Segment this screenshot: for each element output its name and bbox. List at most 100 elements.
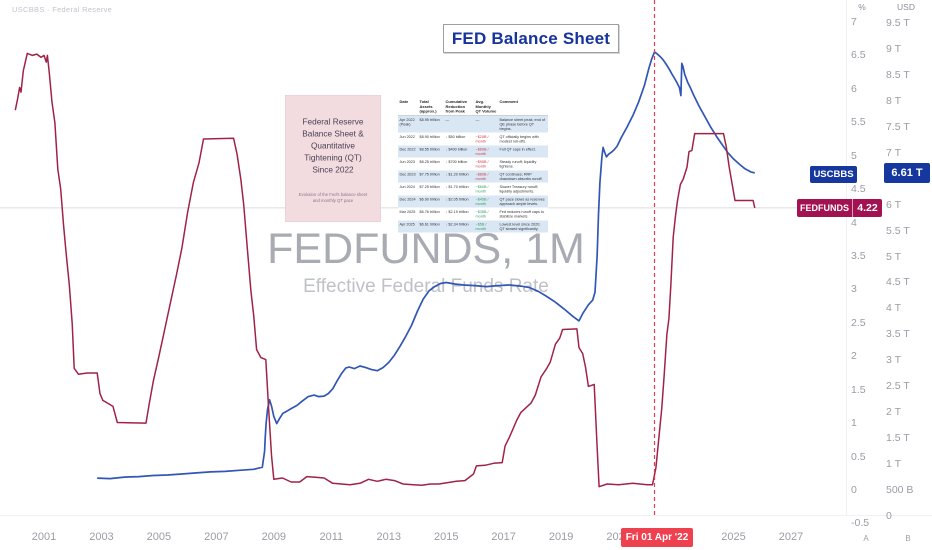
- usd-tick-label: 7 T: [886, 146, 901, 159]
- year-tick-label: 2007: [204, 531, 229, 543]
- fedfunds-series-label-text: FEDFUNDS: [797, 199, 853, 217]
- chart-watermark: FEDFUNDS, 1M Effective Federal Funds Rat…: [226, 225, 626, 298]
- table-row: Mar 2025 $6.76 trillion ↓ $2.19 trillion ~$…: [398, 207, 548, 221]
- year-tick-label: 2011: [319, 531, 344, 543]
- fedfunds-line-series: [14, 52, 756, 488]
- table-cell-volume: —: [474, 115, 498, 133]
- qt-annotation-card[interactable]: Federal Reserve Balance Sheet & Quantita…: [285, 95, 381, 223]
- table-row: Dec 2024 $6.90 trillion ↓ $2.05 trillion ~$…: [398, 195, 548, 208]
- usd-tick-label: 1 T: [886, 458, 901, 471]
- table-header-cell: Comment: [498, 98, 548, 116]
- table-cell-comment: Lowest level since 2020; QT slowed signi…: [498, 220, 548, 233]
- pct-tick-label: -0.5: [851, 517, 870, 530]
- watermark-description: Effective Federal Funds Rate: [303, 276, 549, 298]
- usd-tick-label: 2 T: [886, 406, 901, 419]
- table-cell-comment: QT officially begins with modest roll-of…: [498, 132, 548, 146]
- table-cell-reduction: ↓ $1.70 trillion: [444, 182, 474, 196]
- table-row: Apr 2025 $6.61 trillion ↓ $2.34 trillion ~$…: [398, 220, 548, 233]
- pct-tick-label: 7: [851, 15, 857, 28]
- table-cell-assets: $8.55 trillion: [418, 145, 444, 158]
- table-cell-volume: ~$20B / month: [474, 132, 498, 146]
- table-cell-comment: Fed reduces runoff caps to stabilize mar…: [498, 207, 548, 221]
- table-cell-volume: ~$60B / month: [474, 145, 498, 158]
- table-cell-date: Apr 2022 (Peak): [398, 115, 418, 133]
- usd-tick-label: 5.5 T: [886, 224, 910, 237]
- uscbbs-line-series: [97, 51, 756, 480]
- pct-tick-label: 0: [851, 484, 857, 496]
- table-row: Jun 2022 $8.90 trillion ↓ $50 billion ~$20B…: [398, 132, 548, 146]
- table-cell-comment: QT pace slows as reserves approach ample…: [498, 195, 548, 208]
- table-cell-reduction: ↓ $50 billion: [444, 132, 474, 146]
- table-header-cell: Cumulative Reduction from Peak: [444, 98, 474, 116]
- down-arrow-icon: ↓: [445, 146, 449, 152]
- usd-tick-label: 0: [886, 510, 892, 522]
- pct-tick-label: 2.5: [851, 316, 866, 329]
- table-cell-comment: Steady runoff; liquidity tightens.: [498, 157, 548, 171]
- usd-tick-label: 3 T: [886, 354, 901, 367]
- table-cell-reduction: ↓ $700 billion: [444, 157, 474, 171]
- right-scale-unit[interactable]: USD: [897, 2, 915, 12]
- table-cell-assets: $8.95 trillion: [418, 115, 444, 133]
- year-tick-label: 2025: [721, 531, 746, 543]
- qt-data-table[interactable]: Date Total Assets (approx.) Cumulative Red…: [398, 98, 549, 233]
- chart-title-text: FED Balance Sheet: [451, 28, 611, 48]
- pct-tick-label: 2: [851, 350, 857, 363]
- table-cell-comment: Full QT caps in effect.: [498, 145, 548, 158]
- table-cell-date: Dec 2022: [398, 145, 418, 158]
- uscbbs-last-price-text: 6.61 T: [891, 167, 923, 179]
- pct-tick-label: 6: [851, 82, 857, 95]
- uscbbs-last-price-badge: 6.61 T: [884, 163, 930, 183]
- table-cell-volume: ~$5B / month: [474, 220, 498, 233]
- down-arrow-icon: ↓: [445, 184, 449, 189]
- table-cell-comment: QT continues; RRP drawdown absorbs runof…: [498, 170, 548, 183]
- table-cell-date: Jun 2023: [398, 157, 418, 171]
- usd-tick-label: 8.5 T: [886, 68, 910, 81]
- fedfunds-last-price-text: 4.22: [857, 202, 878, 214]
- event-date-badge: Fri 01 Apr '22: [621, 528, 693, 547]
- table-cell-date: Dec 2024: [398, 195, 418, 208]
- fedfunds-last-price-badge: FEDFUNDS 4.22: [797, 199, 882, 217]
- watermark-symbol: FEDFUNDS, 1M: [267, 225, 585, 273]
- year-tick-label: 2001: [31, 531, 57, 543]
- table-cell-assets: $6.90 trillion: [418, 195, 444, 208]
- down-arrow-icon: ↓: [445, 221, 449, 227]
- table-cell-date: Jun 2022: [398, 132, 418, 146]
- table-cell-reduction: ↓ $2.34 trillion: [444, 220, 474, 233]
- table-cell-volume: ~$45B / month: [474, 195, 498, 208]
- table-cell-date: Dec 2023: [398, 170, 418, 183]
- usd-tick-label: 8 T: [886, 94, 901, 107]
- pct-tick-label: 6.5: [851, 49, 866, 62]
- year-tick-label: 2003: [89, 531, 114, 543]
- pct-tick-label: 5: [851, 149, 857, 162]
- left-scale-unit[interactable]: %: [858, 2, 866, 12]
- scale-toggle-b-button[interactable]: B: [905, 534, 911, 543]
- pct-tick-label: 3.5: [851, 249, 866, 262]
- table-cell-volume: ~$60B / month: [474, 182, 498, 196]
- scale-toggle-a-button[interactable]: A: [863, 534, 869, 543]
- year-tick-label: 2015: [433, 531, 459, 543]
- time-axis-separator: [0, 515, 932, 516]
- table-row: Jun 2024 $7.25 trillion ↓ $1.70 trillion ~$…: [398, 182, 548, 196]
- year-tick-label: 2013: [376, 531, 401, 543]
- pct-tick-label: 1: [851, 417, 857, 430]
- table-cell-reduction: ↓ $2.05 trillion: [444, 195, 474, 208]
- event-date-text: Fri 01 Apr '22: [625, 532, 689, 543]
- down-arrow-icon: ↓: [445, 171, 449, 177]
- table-header-cell: Total Assets (approx.): [418, 98, 444, 116]
- table-cell-assets: $8.90 trillion: [418, 132, 444, 146]
- usd-tick-label: 1.5 T: [886, 432, 910, 445]
- chart-title-annotation[interactable]: FED Balance Sheet: [443, 24, 619, 53]
- table-cell-assets: $7.75 trillion: [418, 170, 444, 183]
- pct-tick-label: 3: [851, 283, 857, 296]
- usd-tick-label: 9 T: [886, 42, 901, 55]
- qt-card-caption: Evolution of the Fed's balance sheet and…: [298, 191, 368, 204]
- usd-tick-label: 6 T: [886, 198, 901, 211]
- uscbbs-series-label-text: USCBBS: [813, 169, 854, 180]
- table-cell-date: Mar 2025: [398, 207, 418, 221]
- usd-tick-label: 4.5 T: [886, 276, 910, 289]
- down-arrow-icon: ↓: [445, 159, 449, 164]
- table-cell-assets: $6.76 trillion: [418, 207, 444, 221]
- down-arrow-icon: ↓: [445, 209, 449, 214]
